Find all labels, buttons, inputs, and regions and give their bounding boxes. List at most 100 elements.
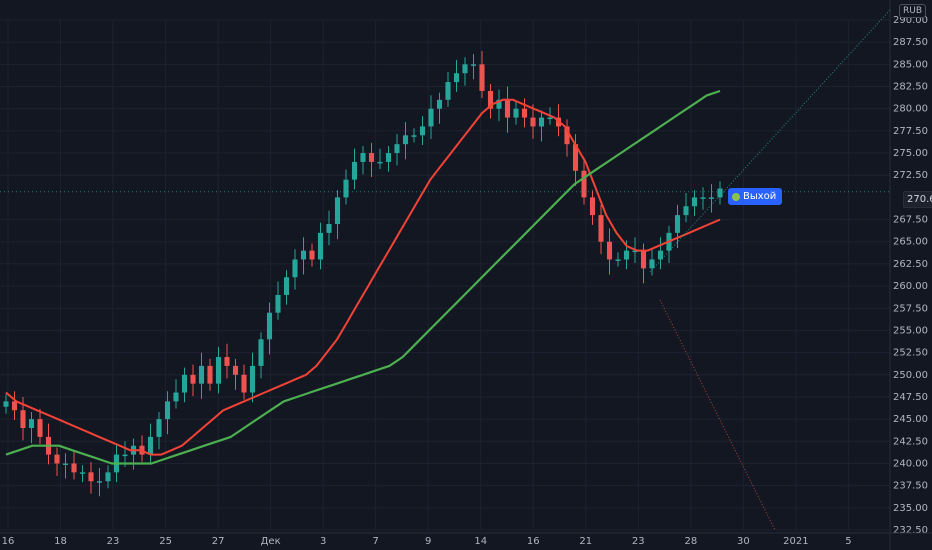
ma-slow-line: [5, 98, 721, 456]
candle-body: [62, 463, 69, 465]
y-tick-label: 255.00: [893, 325, 928, 336]
candle-body: [88, 472, 94, 482]
candle-body: [275, 294, 281, 313]
candle-body: [385, 153, 392, 162]
candle-body: [156, 419, 162, 437]
candle-body: [3, 401, 9, 407]
y-tick-label: 245.00: [893, 414, 928, 425]
candle-body: [700, 197, 706, 199]
y-tick-label: 240.00: [893, 458, 928, 469]
y-tick-label: 280.00: [893, 104, 928, 115]
candle-body: [615, 259, 621, 261]
signal-tag[interactable]: Выхой: [728, 188, 783, 205]
candle-body: [351, 161, 358, 180]
candle-body: [105, 472, 111, 482]
candle-body: [232, 365, 239, 375]
x-tick-label: 9: [425, 536, 431, 547]
y-tick-label: 232.50: [893, 525, 928, 536]
x-tick-label: 28: [684, 536, 697, 547]
y-tick-label: 285.00: [893, 59, 928, 70]
x-tick-label: 5: [845, 536, 851, 547]
candle-body: [394, 144, 400, 154]
candle-body: [181, 374, 188, 393]
candle-body: [402, 135, 409, 145]
y-tick-label: 235.00: [893, 503, 928, 514]
candle-body: [436, 99, 443, 109]
candle-body: [326, 224, 332, 233]
candle-body: [683, 206, 689, 216]
x-tick-label: 23: [632, 536, 645, 547]
candle-body: [691, 197, 698, 207]
x-tick-label: 16: [2, 536, 15, 547]
candle-body: [564, 126, 570, 145]
current-price-label: 270.64: [903, 191, 932, 208]
y-tick-label: 265.00: [893, 237, 928, 248]
y-tick-label: 252.50: [893, 348, 928, 359]
candle-body: [572, 144, 579, 171]
candle-body: [249, 365, 256, 393]
y-tick-label: 275.00: [893, 148, 928, 159]
candle-body: [496, 99, 502, 109]
candle-body: [657, 250, 664, 260]
candle-body: [479, 64, 485, 91]
candle-body: [377, 161, 383, 164]
candle-body: [309, 250, 315, 260]
candle-body: [487, 90, 494, 109]
candle-body: [717, 188, 723, 198]
candle-body: [598, 215, 604, 242]
y-tick-label: 247.50: [893, 392, 928, 403]
candle-body: [547, 117, 553, 120]
candle-body: [708, 197, 715, 199]
candle-body: [470, 64, 477, 66]
candle-body: [28, 419, 35, 428]
candle-body: [530, 117, 536, 127]
x-tick-label: 7: [372, 536, 378, 547]
x-tick-label: 23: [107, 536, 120, 547]
candle-body: [266, 312, 273, 340]
x-tick-label: 21: [579, 536, 592, 547]
candle-body: [300, 250, 307, 260]
candle-body: [258, 339, 264, 366]
candle-body: [190, 374, 196, 384]
candle-body: [224, 357, 230, 366]
y-tick-label: 237.50: [893, 481, 928, 492]
candle-body: [606, 241, 613, 260]
y-tick-label: 262.50: [893, 259, 928, 270]
x-tick-label: 3: [320, 536, 326, 547]
ma-fast-line: [5, 89, 721, 465]
x-tick-label: Дек: [261, 536, 281, 547]
candle-body: [207, 365, 213, 384]
y-tick-label: 277.50: [893, 126, 928, 137]
x-tick-label: 16: [527, 536, 540, 547]
candle-body: [640, 250, 647, 269]
candle-body: [504, 99, 511, 118]
candle-body: [411, 135, 417, 137]
candle-body: [54, 454, 60, 464]
candle-body: [674, 215, 681, 233]
candle-body: [360, 153, 366, 162]
y-tick-label: 260.00: [893, 281, 928, 292]
candle-body: [428, 108, 434, 127]
candle-body: [453, 73, 460, 83]
candle-body: [173, 392, 179, 402]
candle-body: [589, 197, 596, 216]
candle-body: [317, 232, 324, 260]
candle-body: [37, 419, 43, 437]
candle-body: [79, 472, 86, 474]
candle-body: [198, 365, 205, 384]
candle-body: [419, 126, 426, 136]
currency-badge[interactable]: RUB: [898, 4, 926, 18]
candle-body: [581, 170, 587, 198]
candle-body: [368, 153, 375, 162]
candle-body: [11, 401, 18, 411]
y-tick-label: 290.00: [893, 15, 928, 26]
candle-body: [164, 401, 171, 420]
trend-line-up: [649, 9, 891, 273]
y-tick-label: 267.50: [893, 215, 928, 226]
candle-body: [96, 481, 103, 483]
candle-body: [343, 179, 349, 198]
y-tick-label: 242.50: [893, 436, 928, 447]
signal-label: Выхой: [743, 191, 777, 202]
